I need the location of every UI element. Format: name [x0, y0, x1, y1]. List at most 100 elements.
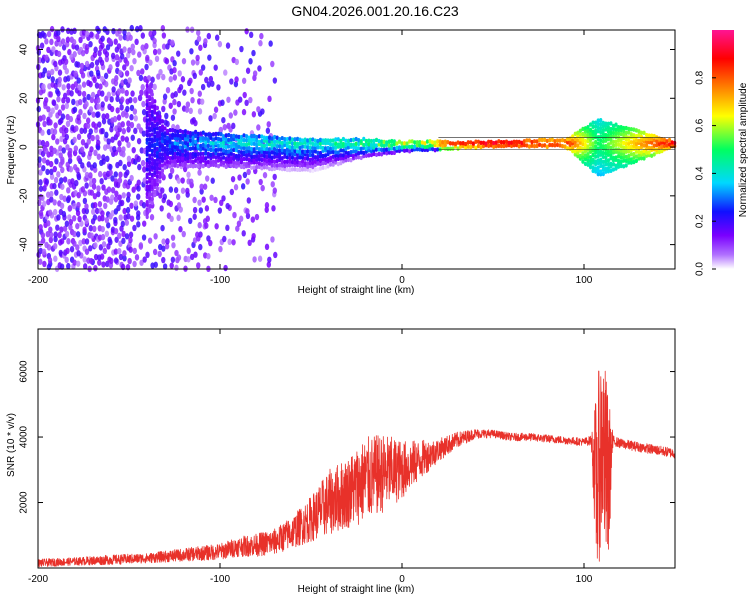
- spectrogram-cell: [155, 166, 159, 171]
- spectrogram-cell: [634, 144, 639, 150]
- spectrogram-cell: [142, 166, 147, 173]
- spectrogram-cell: [171, 242, 176, 249]
- spectrogram-cell: [311, 149, 315, 154]
- spectrogram-cell: [364, 138, 368, 144]
- spectrogram-cell: [105, 196, 110, 203]
- spectrogram-cell: [262, 153, 267, 159]
- spectrogram-cell: [100, 75, 105, 83]
- spectrogram-cell: [576, 150, 580, 156]
- spectrogram-cell: [446, 146, 450, 152]
- spectrogram-cell: [126, 120, 131, 127]
- spectrogram-cell: [204, 132, 208, 137]
- spectrogram-cell: [183, 136, 188, 142]
- spectrogram-cell: [204, 222, 209, 229]
- spectrogram-cell: [189, 178, 194, 185]
- spectrogram-cell: [162, 93, 168, 100]
- spectrogram-cell: [85, 122, 91, 129]
- spectrogram-cell: [560, 137, 565, 143]
- spectrogram-cell: [96, 103, 101, 110]
- spectrogram-cell: [117, 247, 122, 255]
- spectrogram-cell: [270, 143, 274, 149]
- spectrogram-cell: [158, 179, 162, 184]
- spectrogram-cell: [79, 127, 84, 135]
- spectrogram-cell: [629, 152, 633, 157]
- spectrogram-cell: [197, 199, 202, 206]
- spectrogram-cell: [152, 83, 157, 91]
- spectrogram-cell: [148, 132, 152, 138]
- spectrogram-cell: [132, 247, 137, 255]
- spectrogram-cell: [410, 144, 414, 149]
- spectrogram-cell: [298, 155, 302, 160]
- spectrogram-cell: [390, 150, 394, 156]
- spectrogram-cell: [273, 151, 277, 156]
- spectrogram-cell: [614, 122, 618, 127]
- spectrogram-cell: [196, 156, 200, 161]
- spectrogram-cell: [137, 163, 142, 171]
- spectrogram-cell: [645, 150, 649, 155]
- spectrogram-cell: [161, 245, 166, 252]
- spectrogram-cell: [543, 137, 547, 143]
- spectrogram-cell: [632, 152, 636, 157]
- spectrogram-cell: [601, 154, 605, 160]
- spectrogram-cell: [168, 150, 172, 155]
- spectrogram-cell: [336, 161, 340, 167]
- spectrogram-cell: [153, 178, 157, 183]
- spectrogram-cell: [145, 137, 149, 143]
- spectrogram-cell: [194, 158, 198, 163]
- spectrogram-cell: [326, 156, 330, 162]
- spectrogram-cell: [170, 234, 176, 241]
- spectrogram-cell: [171, 141, 175, 146]
- spectrogram-cell: [89, 146, 94, 153]
- spectrogram-cell: [128, 231, 134, 238]
- spectrogram-cell: [604, 166, 608, 172]
- spectrogram-cell: [68, 147, 73, 155]
- spectrogram-cell: [201, 151, 205, 157]
- spectrogram-cell: [174, 264, 179, 272]
- spectrogram-cell: [207, 54, 212, 61]
- spectrogram-cell: [586, 144, 590, 149]
- spectrogram-cell: [639, 156, 644, 161]
- spectrogram-cell: [453, 141, 458, 147]
- spectrogram-cell: [153, 116, 157, 121]
- spectrogram-cell: [89, 96, 95, 104]
- spectrogram-cell: [308, 168, 312, 173]
- spectrogram-cell: [239, 164, 244, 170]
- spectrogram-cell: [558, 138, 562, 143]
- spectrogram-cell: [290, 141, 295, 146]
- spectrogram-cell: [601, 128, 605, 133]
- spectrogram-cell: [218, 126, 224, 134]
- spectrogram-cell: [84, 218, 89, 225]
- spectrogram-cell: [313, 159, 317, 164]
- spectrogram-cell: [237, 144, 241, 150]
- spectrogram-cell: [428, 143, 432, 148]
- spectrogram-cell: [181, 152, 185, 158]
- spectrogram-cell: [362, 142, 366, 148]
- spectrogram-cell: [85, 117, 91, 124]
- spectrogram-cell: [92, 76, 97, 84]
- spectrogram-cell: [208, 115, 213, 122]
- spectrogram-cell: [260, 157, 264, 163]
- spectrogram-cell: [650, 145, 654, 151]
- spectrogram-cell: [527, 138, 532, 143]
- spectrogram-cell: [387, 139, 391, 144]
- spectrogram-cell: [362, 150, 366, 156]
- spectrogram-cell: [188, 163, 193, 169]
- snr-y-axis-label: SNR (10 * v/v): [6, 413, 17, 477]
- spectrogram-cell: [159, 205, 164, 212]
- spectrogram-cell: [624, 137, 628, 142]
- spectrogram-cell: [405, 144, 409, 149]
- spectrogram-cell: [178, 128, 182, 134]
- spectrogram-cell: [474, 145, 478, 151]
- spectrogram-cell: [209, 160, 213, 165]
- spectrogram-cell: [364, 149, 368, 154]
- spectrogram-cell: [109, 257, 114, 265]
- spectrogram-cell: [252, 141, 256, 147]
- spectrogram-cell: [192, 196, 197, 204]
- spectrogram-cell: [639, 150, 644, 155]
- spectrogram-cell: [132, 108, 138, 115]
- spectrogram-cell: [72, 106, 78, 113]
- spectrogram-cell: [113, 196, 119, 203]
- spectrogram-cell: [250, 165, 254, 170]
- spectrogram-cell: [306, 138, 310, 143]
- spectrogram-cell: [385, 140, 389, 145]
